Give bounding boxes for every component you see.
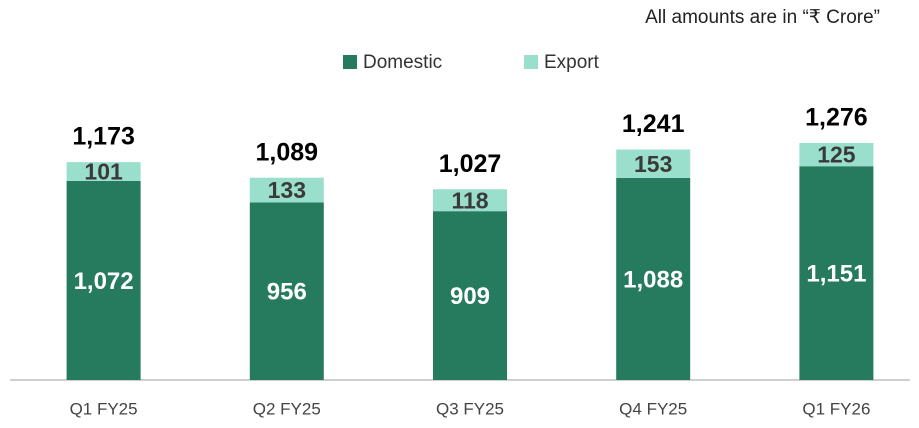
total-label: 1,089 xyxy=(256,138,319,166)
x-tick-label: Q1 FY26 xyxy=(802,399,870,418)
bar-segment xyxy=(433,189,507,212)
bar-segment xyxy=(249,202,324,380)
data-label: 125 xyxy=(817,142,856,168)
x-tick-label: Q2 FY25 xyxy=(253,399,321,418)
x-tick-label: Q1 FY25 xyxy=(70,399,138,418)
legend-label: Domestic xyxy=(363,52,442,73)
legend-label: Export xyxy=(544,52,600,73)
data-label: 118 xyxy=(451,187,488,213)
x-tick-label: Q3 FY25 xyxy=(436,399,504,418)
total-label: 1,173 xyxy=(72,123,135,151)
data-label: 956 xyxy=(267,279,307,306)
total-label: 1,276 xyxy=(805,104,868,132)
bar-segment xyxy=(433,211,507,380)
legend-swatch xyxy=(343,55,357,69)
bar-segment xyxy=(66,162,141,181)
bar-segment xyxy=(799,143,874,167)
data-label: 909 xyxy=(450,283,490,310)
note: All amounts are in “₹ Crore” xyxy=(645,7,880,28)
total-label: 1,241 xyxy=(622,110,685,138)
legend-swatch xyxy=(524,55,538,69)
data-label: 133 xyxy=(268,177,306,203)
data-label: 1,072 xyxy=(74,268,134,295)
x-tick-label: Q4 FY25 xyxy=(619,399,687,418)
bar-segment xyxy=(616,177,691,380)
data-label: 101 xyxy=(84,159,123,185)
data-label: 1,088 xyxy=(623,266,683,293)
total-label: 1,027 xyxy=(439,150,502,178)
data-label: 153 xyxy=(634,151,672,177)
bar-segment xyxy=(249,177,324,203)
bar-segment xyxy=(66,180,141,380)
bar-segment xyxy=(799,166,874,380)
bar-segment xyxy=(616,149,691,178)
data-label: 1,151 xyxy=(806,260,866,287)
